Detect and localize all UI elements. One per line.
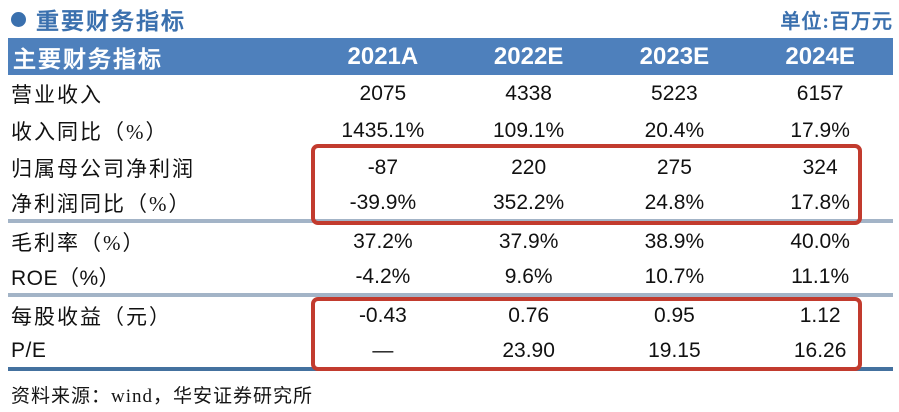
value-cell: 24.8% [644, 190, 705, 214]
title-group: 重要财务指标 [11, 2, 186, 36]
source-note: 资料来源：wind，华安证券研究所 [11, 386, 314, 407]
financial-indicators-table: 主要财务指标 2021A 2022E 2023E 2024E 营业收入 2075… [8, 38, 893, 371]
value-cell: 9.6% [504, 264, 553, 288]
value-cell: 1.12 [799, 303, 841, 327]
value-cell: -4.2% [355, 264, 411, 288]
value-cell: -87 [367, 155, 399, 179]
value-cell: 11.1% [791, 264, 850, 288]
metric-label: 营业收入 [11, 82, 103, 107]
metric-label: 收入同比（%） [11, 119, 169, 144]
value-cell: 40.0% [790, 229, 850, 253]
value-cell: 37.2% [353, 229, 413, 253]
metric-label: 毛利率（%） [11, 230, 146, 255]
table-row-roe: ROE（%） -4.2% 9.6% 10.7% 11.1% [8, 260, 893, 297]
value-cell: 275 [656, 155, 692, 179]
value-cell: 37.9% [498, 229, 559, 253]
title-bar: 重要财务指标 单位:百万元 [0, 0, 899, 36]
value-cell: -0.43 [358, 303, 407, 327]
header-cell-2024e: 2024E [785, 42, 855, 70]
table-header-row: 主要财务指标 2021A 2022E 2023E 2024E [8, 38, 893, 75]
value-cell: 17.8% [790, 190, 850, 214]
metric-label: P/E [11, 338, 47, 362]
table-row-eps: 每股收益（元） -0.43 0.76 0.95 1.12 [8, 297, 893, 334]
value-cell: -39.9% [349, 190, 417, 214]
table-row-pe: P/E — 23.90 19.15 16.26 [8, 334, 893, 371]
value-cell: 4338 [505, 81, 552, 105]
table-row-net-profit: 归属母公司净利润 -87 220 275 324 [8, 149, 893, 186]
value-cell: 0.76 [508, 303, 550, 327]
value-cell: 17.9% [790, 118, 850, 142]
value-cell: 220 [511, 155, 547, 179]
value-cell: 324 [802, 155, 838, 179]
value-cell: 19.15 [648, 338, 701, 362]
value-cell: 23.90 [502, 338, 555, 362]
value-cell: 109.1% [493, 118, 565, 142]
bullet-circle-icon [11, 11, 26, 27]
value-cell: 0.95 [653, 303, 695, 327]
value-cell: 2075 [359, 81, 407, 105]
metric-label: ROE（%） [11, 266, 121, 290]
table-row-revenue-yoy: 收入同比（%） 1435.1% 109.1% 20.4% 17.9% [8, 112, 893, 149]
value-cell: 1435.1% [341, 118, 425, 142]
table-row-revenue: 营业收入 2075 4338 5223 6157 [8, 75, 893, 112]
value-cell: 16.26 [793, 338, 847, 362]
header-cell-2022e: 2022E [493, 42, 564, 70]
header-cell-2023e: 2023E [639, 42, 710, 70]
value-cell: 10.7% [644, 264, 705, 288]
metric-label: 每股收益（元） [11, 304, 172, 329]
value-cell: 6157 [796, 81, 844, 105]
value-cell: — [372, 338, 394, 362]
table-row-net-profit-yoy: 净利润同比（%） -39.9% 352.2% 24.8% 17.8% [8, 186, 893, 223]
page-title: 重要财务指标 [36, 9, 186, 34]
value-cell: 20.4% [644, 118, 705, 142]
header-cell-2021a: 2021A [347, 42, 419, 70]
value-cell: 5223 [651, 81, 698, 105]
table-row-gross-margin: 毛利率（%） 37.2% 37.9% 38.9% 40.0% [8, 223, 893, 260]
unit-label: 单位:百万元 [780, 10, 893, 33]
value-cell: 38.9% [644, 229, 705, 253]
metric-label: 净利润同比（%） [11, 191, 192, 216]
value-cell: 352.2% [493, 190, 565, 214]
header-cell-metric: 主要财务指标 [13, 46, 163, 72]
metric-label: 归属母公司净利润 [11, 156, 195, 181]
